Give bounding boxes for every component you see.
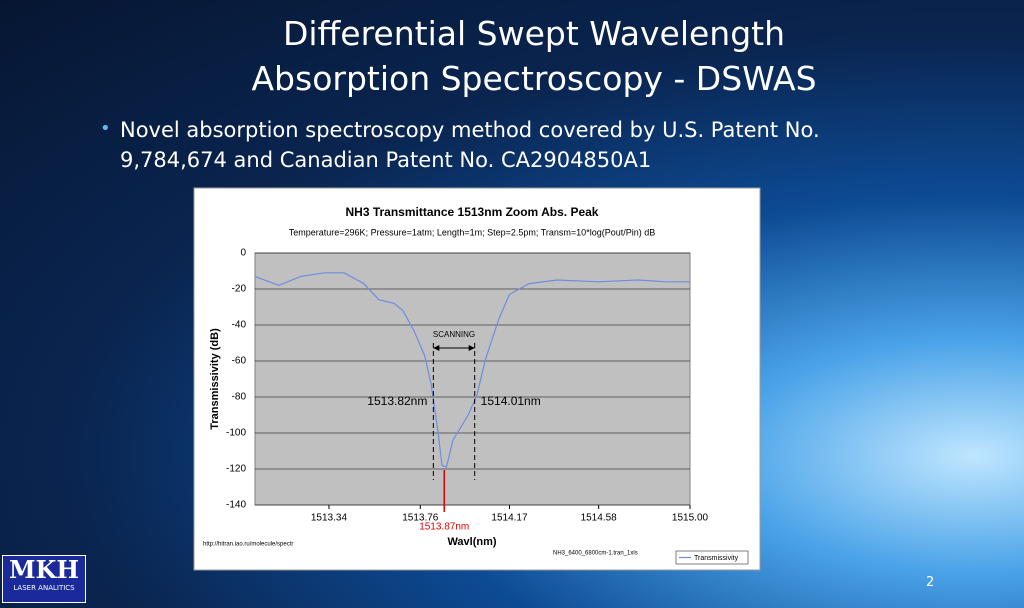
logo-subtitle: LASER ANALITICS [13,584,75,592]
y-tick-label: -60 [232,356,247,367]
x-tick-label: 1513.34 [311,513,348,524]
annotation-label: 1513.87nm [419,522,469,533]
logo: MKH LASER ANALITICS [2,555,86,603]
y-tick-label: -140 [226,500,246,511]
plot-area [254,252,691,506]
bullet-line: 9,784,674 and Canadian Patent No. CA2904… [120,148,652,172]
y-tick-label: -80 [232,392,247,403]
chart-title: NH3 Transmittance 1513nm Zoom Abs. Peak [346,205,599,219]
annotation-label: 1514.01nm [481,394,541,408]
y-tick-label: 0 [240,248,246,259]
x-tick-label: 1514.17 [491,513,528,524]
y-tick-label: -20 [232,284,247,295]
logo-text: MKH [8,555,80,584]
page-number: 2 [926,575,935,590]
y-tick-label: -40 [232,320,247,331]
data-line [254,272,690,469]
source-note: http://hitran.iao.ru/molecule/spectr [203,542,293,548]
file-note: NH3_6400_6800cm-1.tran_1xls [553,551,638,557]
legend-box [675,550,749,565]
y-tick-label: -100 [226,428,246,439]
title-line: Absorption Spectroscopy - DSWAS [251,59,817,98]
bullet-line: Novel absorption spectroscopy method cov… [120,118,820,142]
bullet: • [100,118,111,139]
title-line: Differential Swept Wavelength [282,14,786,53]
x-tick-label: 1514.58 [581,513,618,524]
y-axis-label: Transmissivity (dB) [209,328,221,430]
y-tick-label: -120 [226,464,246,475]
x-axis-label: Wavl(nm) [447,536,496,548]
x-tick-label: 1515.00 [672,513,709,524]
scan-label: SCANNING [433,330,475,339]
chart-subtitle: Temperature=296K; Pressure=1atm; Length=… [289,227,655,237]
legend-label: Transmissivity [694,555,739,562]
annotation-label: 1513.82nm [367,394,427,408]
x-tick-label: 1513.76 [402,513,439,524]
